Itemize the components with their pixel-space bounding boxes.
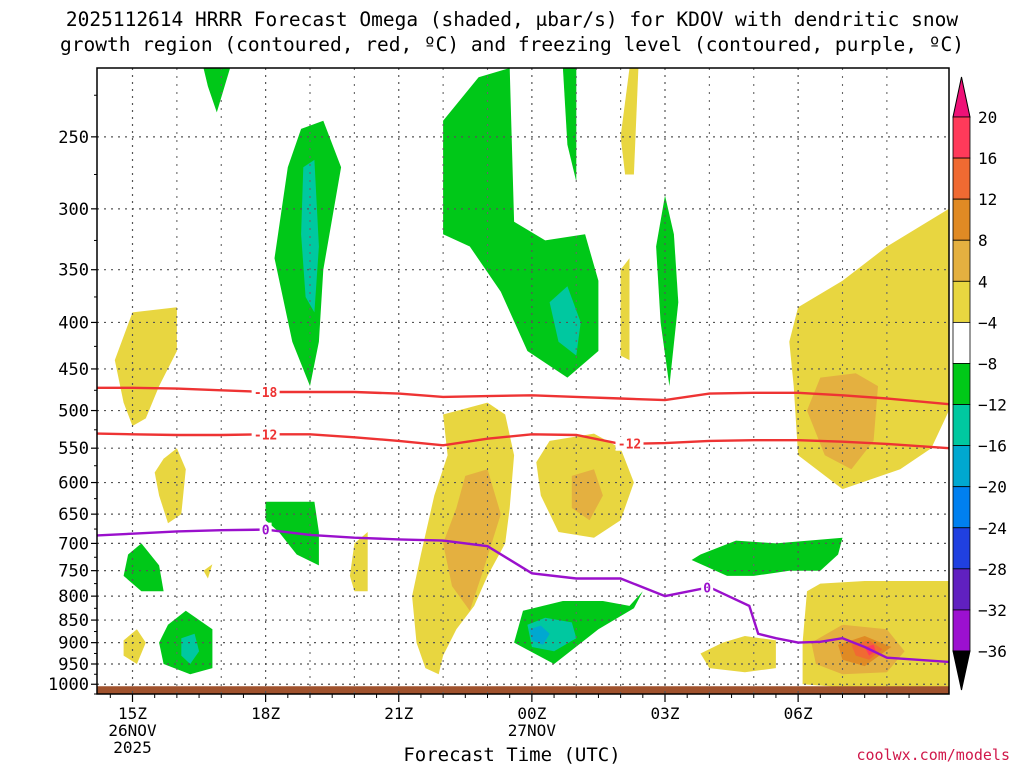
colorbar-label: 20 xyxy=(978,108,997,127)
colorbar-swatch xyxy=(952,445,971,488)
omega-region xyxy=(114,307,177,426)
colorbar-swatch xyxy=(952,363,971,405)
x-tick-label: 15Z xyxy=(118,704,147,723)
colorbar-bottom-arrow xyxy=(952,650,971,691)
x-axis-label: Forecast Time (UTC) xyxy=(403,744,621,766)
plot-frame xyxy=(96,67,950,695)
colorbar-label: −8 xyxy=(978,354,997,373)
omega-region xyxy=(562,68,577,182)
colorbar-label: 8 xyxy=(978,231,988,250)
colorbar-label: −28 xyxy=(978,560,1007,579)
colorbar: 20 16 12 8 4 −4 −8 −12 −16 −20 −24 −28 −32 −36 xyxy=(952,76,1007,691)
omega-region xyxy=(700,636,776,673)
x-tick-label: 18Z xyxy=(251,704,280,723)
colorbar-swatch xyxy=(952,157,971,200)
chart-title-line-2: growth region (contoured, red, ºC) and f… xyxy=(60,33,964,56)
colorbar-label: −36 xyxy=(978,642,1007,661)
colorbar-swatch xyxy=(952,527,971,570)
colorbar-label: −16 xyxy=(978,437,1007,456)
omega-region xyxy=(203,564,213,579)
y-tick-label: 350 xyxy=(58,261,89,281)
contour-label-bg xyxy=(259,522,272,537)
colorbar-swatch xyxy=(952,568,971,611)
colorbar-label: 16 xyxy=(978,149,997,168)
contour-label-bg xyxy=(615,436,644,451)
contour-label: 0 xyxy=(262,524,270,539)
omega-region xyxy=(349,532,368,592)
y-tick-label: 400 xyxy=(58,313,89,333)
contour-line xyxy=(97,386,949,406)
y-axis: 250 300 350 400 450 500 550 600 650 700 750 800 850 9… xyxy=(48,94,97,695)
x-tick-sublabel: 26NOV xyxy=(108,721,157,740)
colorbar-label: −12 xyxy=(978,396,1007,415)
colorbar-swatch xyxy=(952,239,971,282)
y-tick-label: 750 xyxy=(58,562,89,582)
contour-line xyxy=(97,528,949,664)
contour-line xyxy=(97,432,949,450)
colorbar-swatch xyxy=(952,198,971,241)
y-tick-label: 500 xyxy=(58,402,89,422)
omega-region xyxy=(620,68,639,175)
y-tick-label: 900 xyxy=(58,634,89,654)
colorbar-label: −20 xyxy=(978,478,1007,497)
contour-label-bg xyxy=(701,580,714,595)
y-tick-label: 950 xyxy=(58,655,89,675)
colorbar-swatch xyxy=(952,321,971,364)
grid-lines xyxy=(97,68,949,694)
colorbar-swatch xyxy=(952,280,971,323)
chart-title-line-1: 2025112614 HRRR Forecast Omega (shaded, … xyxy=(65,8,959,31)
omega-region xyxy=(656,195,679,387)
contour-label: 0 xyxy=(703,582,711,597)
y-tick-label: 550 xyxy=(58,439,89,459)
omega-region xyxy=(123,629,146,664)
x-tick-sublabel: 27NOV xyxy=(508,721,557,740)
y-tick-label: 450 xyxy=(58,360,89,380)
x-tick-label: 06Z xyxy=(784,704,813,723)
colorbar-top-arrow xyxy=(952,76,971,118)
omega-region xyxy=(443,469,501,611)
y-tick-label: 700 xyxy=(58,534,89,554)
colorbar-label: 4 xyxy=(978,272,988,291)
colorbar-label: −24 xyxy=(978,519,1007,538)
contour-label-bg xyxy=(251,384,280,399)
x-tick-sublabel: 2025 xyxy=(113,738,152,757)
x-tick-label: 00Z xyxy=(517,704,546,723)
contour-label: -18 xyxy=(254,386,278,401)
y-tick-label: 1000 xyxy=(48,675,89,695)
omega-region xyxy=(181,633,200,664)
omega-region xyxy=(549,286,581,356)
y-tick-label: 650 xyxy=(58,505,89,525)
x-tick-label: 03Z xyxy=(651,704,680,723)
y-tick-label: 600 xyxy=(58,474,89,494)
omega-region xyxy=(123,543,164,592)
omega-region xyxy=(203,68,231,113)
credit-link[interactable]: coolwx.com/models xyxy=(856,746,1010,764)
contour-label-bg xyxy=(251,427,280,442)
colorbar-label: −32 xyxy=(978,601,1007,620)
colorbar-label: −4 xyxy=(978,313,997,332)
x-tick-label: 21Z xyxy=(384,704,413,723)
y-tick-label: 800 xyxy=(58,587,89,607)
omega-region xyxy=(620,258,630,361)
colorbar-swatch xyxy=(952,404,971,447)
colorbar-swatch xyxy=(952,116,971,159)
y-tick-label: 250 xyxy=(58,128,89,148)
y-tick-label: 850 xyxy=(58,611,89,631)
colorbar-label: 12 xyxy=(978,190,997,209)
contour-label: -12 xyxy=(254,428,277,443)
colorbar-swatch xyxy=(952,609,971,652)
temperature-contours xyxy=(97,386,949,664)
colorbar-swatch xyxy=(952,486,971,529)
omega-region xyxy=(691,537,843,576)
contour-label: -12 xyxy=(618,438,641,453)
y-tick-label: 300 xyxy=(58,200,89,220)
contour-labels: -18 -12 -12 0 0 xyxy=(251,384,714,597)
surface-ground xyxy=(97,686,949,694)
omega-region xyxy=(529,625,550,645)
omega-region xyxy=(154,448,186,524)
